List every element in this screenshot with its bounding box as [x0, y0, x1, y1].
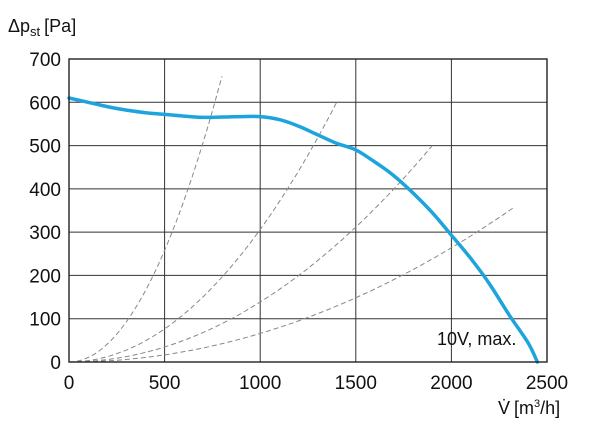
y-tick-label: 0: [50, 353, 61, 374]
x-axis-title-main: V̇: [498, 398, 510, 418]
y-axis-title-main: Δp: [8, 16, 30, 36]
y-tick-label: 300: [29, 223, 61, 244]
y-tick-label: 200: [29, 266, 61, 287]
x-axis-title: V̇ [m3/h]: [498, 398, 560, 418]
y-tick-labels: 0 100 200 300 400 500 600 700: [29, 50, 61, 374]
x-axis-title-unit-pre: [m: [514, 398, 534, 418]
x-tick-label: 1500: [335, 373, 377, 394]
y-axis-title: Δpst [Pa]: [8, 16, 76, 39]
x-tick-label: 1000: [239, 373, 281, 394]
system-curve-line: [68, 102, 338, 363]
x-tick-label: 2500: [526, 373, 568, 394]
y-tick-label: 100: [29, 310, 61, 331]
system-curves: [68, 76, 515, 363]
curve-annotation: 10V, max.: [437, 329, 516, 349]
y-axis-title-unit: [Pa]: [44, 16, 76, 36]
y-tick-label: 400: [29, 180, 61, 201]
y-tick-label: 700: [29, 50, 61, 71]
x-tick-label: 2000: [430, 373, 472, 394]
x-tick-labels: 0 500 1000 1500 2000 2500: [64, 373, 568, 394]
x-tick-label: 0: [64, 373, 75, 394]
y-axis-title-sub: st: [30, 24, 41, 39]
system-curve-line: [68, 206, 515, 363]
x-axis-title-sup: 3: [534, 398, 540, 410]
fan-curve: [67, 96, 540, 364]
x-tick-label: 500: [149, 373, 181, 394]
system-curve-line: [68, 76, 223, 363]
plot-frame: [68, 58, 548, 363]
y-tick-label: 600: [29, 93, 61, 114]
x-axis-title-unit-post: /h]: [540, 398, 560, 418]
grid: [68, 58, 548, 363]
y-tick-label: 500: [29, 137, 61, 158]
system-curve-line: [68, 145, 433, 363]
